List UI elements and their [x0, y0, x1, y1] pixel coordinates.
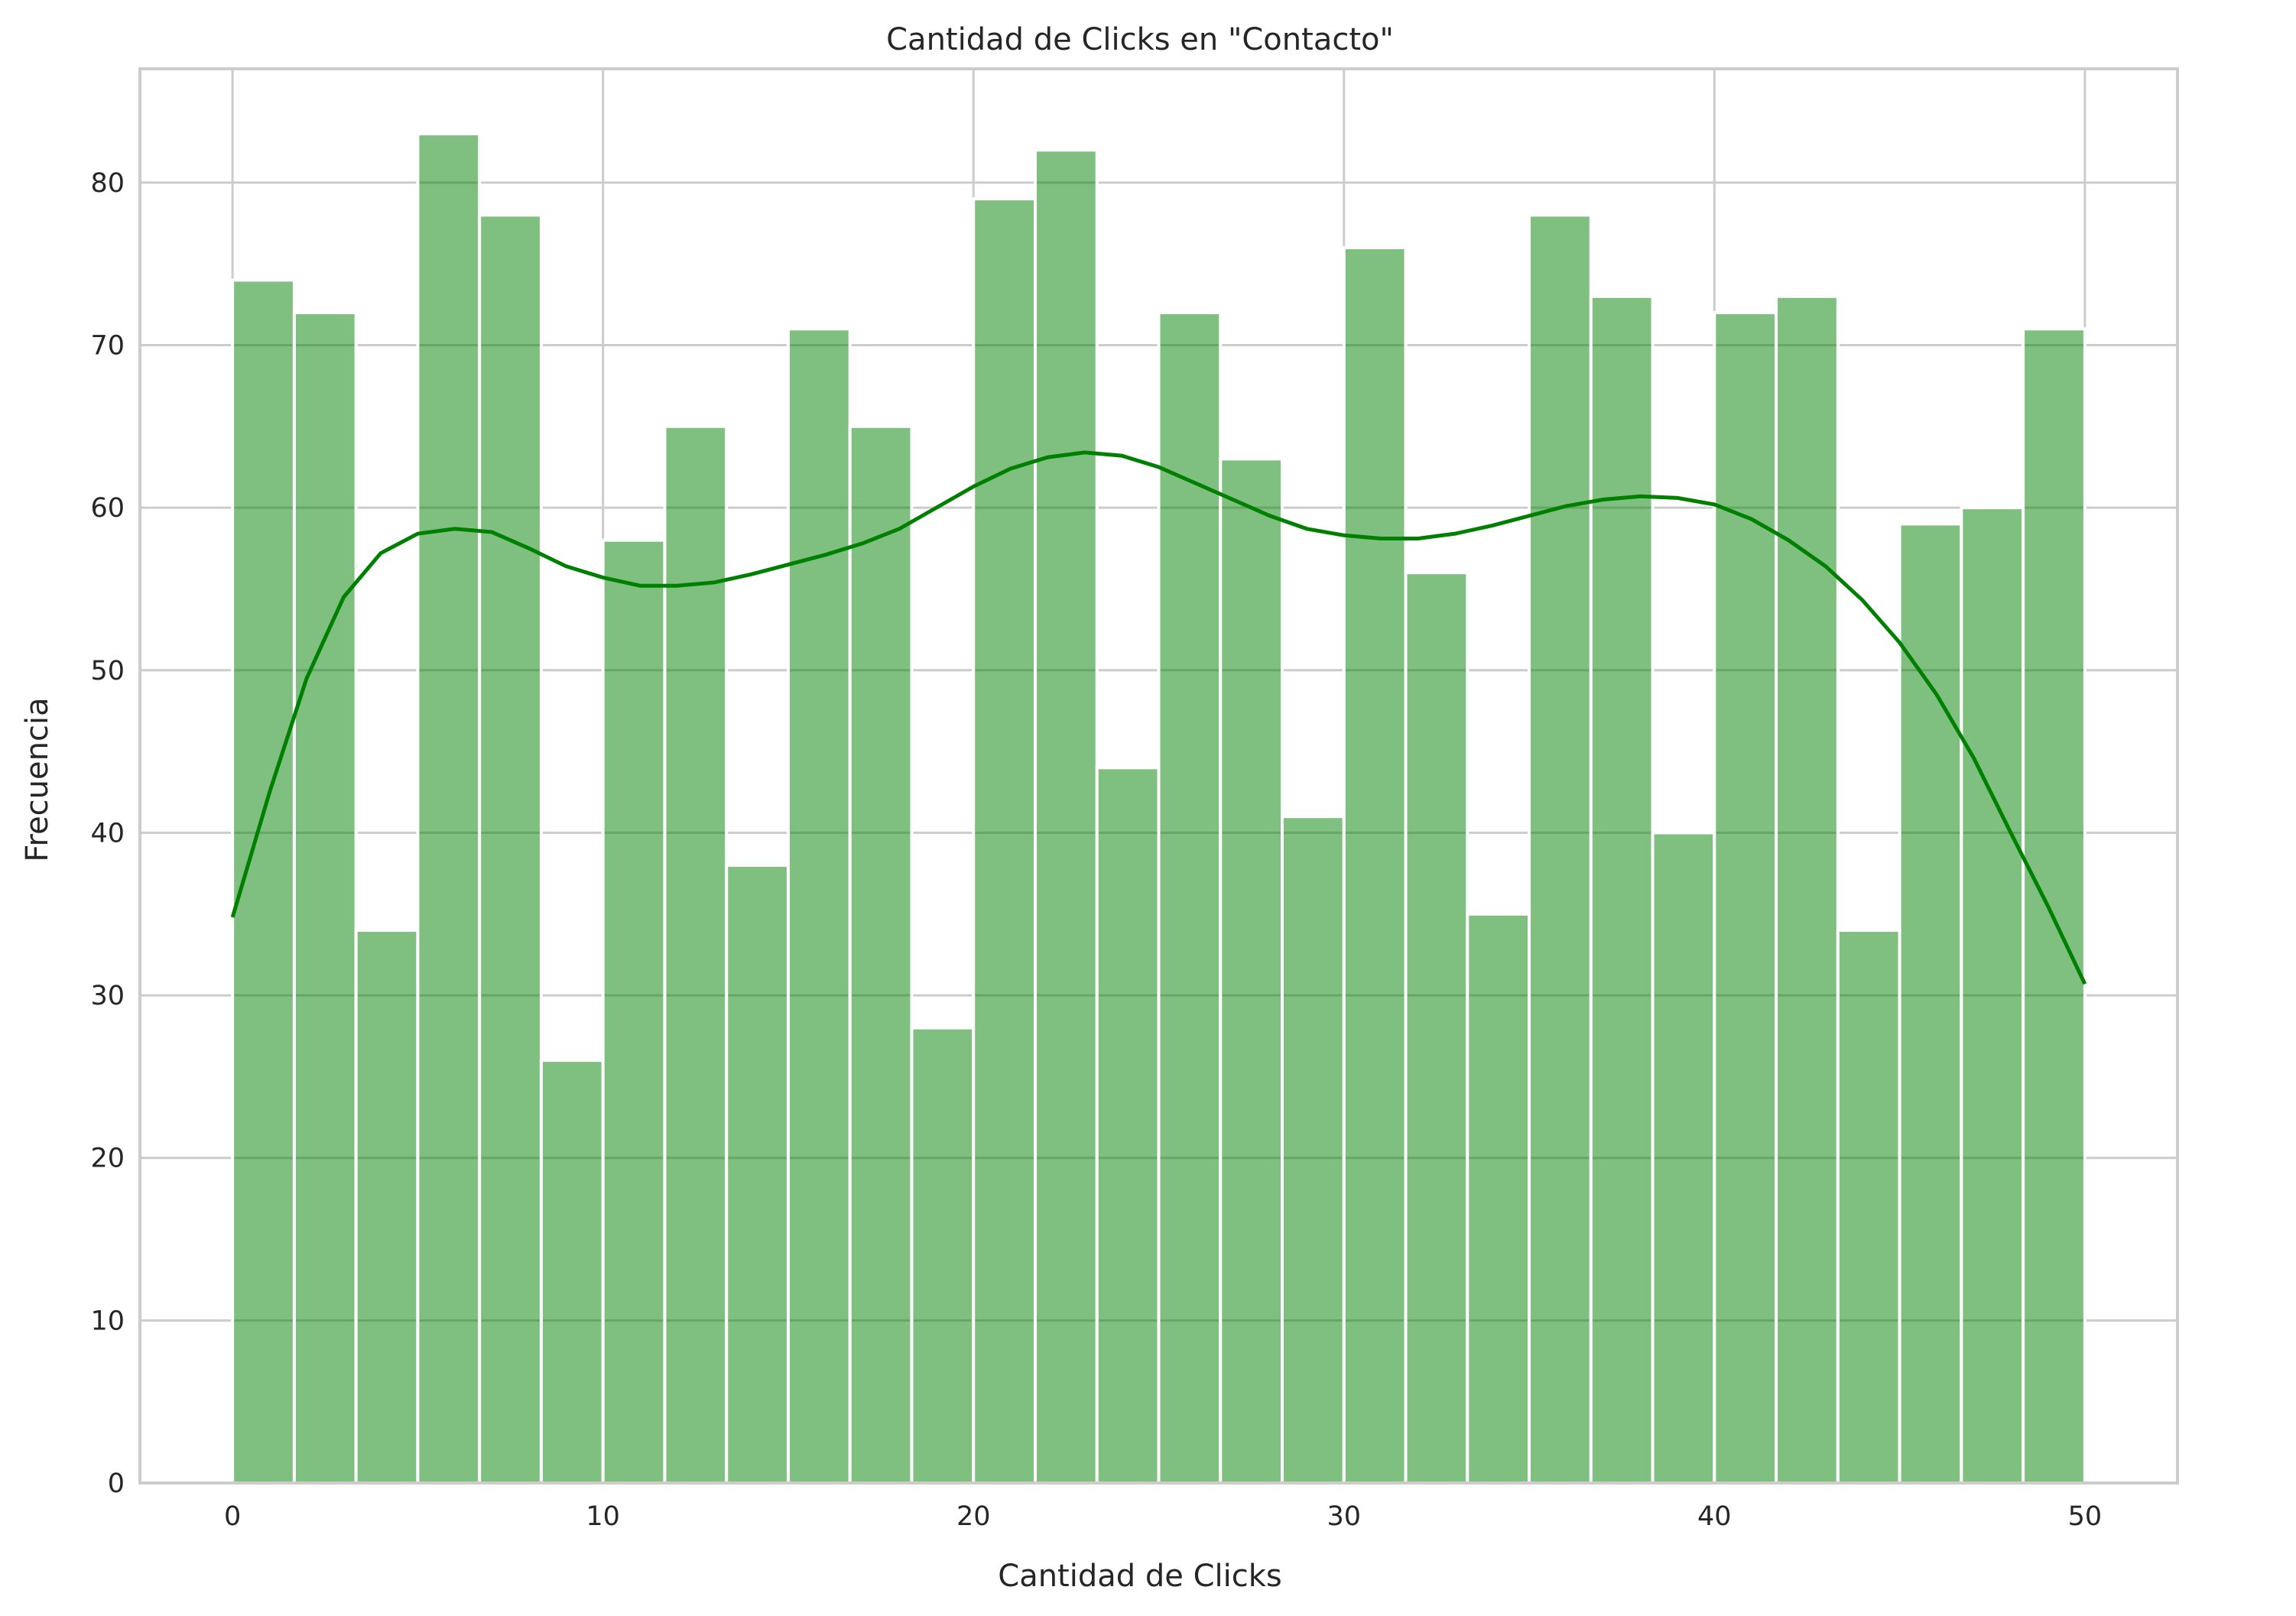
bar-22 [1589, 294, 1655, 1485]
bar-23 [1651, 831, 1716, 1485]
x-tick-labels: 0 10 20 30 40 50 [224, 1501, 2102, 1532]
bar-25 [1775, 294, 1840, 1485]
bar-15 [1157, 310, 1223, 1485]
bar-29 [2022, 327, 2087, 1485]
bar-17 [1281, 815, 1346, 1485]
y-tick-label-2: 20 [90, 1144, 125, 1174]
y-tick-label-5: 50 [90, 656, 125, 686]
x-tick-label-5: 50 [2068, 1501, 2103, 1532]
bar-10 [848, 424, 914, 1485]
bar-4 [478, 213, 543, 1485]
bar-6 [601, 538, 667, 1485]
bar-21 [1528, 213, 1593, 1485]
bar-24 [1713, 310, 1778, 1485]
bar-3 [416, 132, 482, 1485]
bar-26 [1836, 929, 1901, 1485]
bar-1 [292, 310, 358, 1485]
bar-28 [1960, 506, 2025, 1485]
y-tick-label-8: 80 [90, 168, 125, 199]
bar-27 [1898, 522, 1963, 1485]
x-tick-label-3: 30 [1327, 1501, 1361, 1532]
x-tick-label-4: 40 [1697, 1501, 1732, 1532]
bars [231, 132, 2087, 1485]
x-tick-label-0: 0 [224, 1501, 241, 1532]
y-axis-label: Frecuencia [20, 697, 55, 862]
y-tick-label-0: 0 [108, 1468, 125, 1499]
y-tick-label-1: 10 [90, 1306, 125, 1336]
y-tick-label-7: 70 [90, 330, 125, 361]
bar-5 [539, 1059, 605, 1485]
bar-8 [725, 863, 790, 1485]
bar-2 [354, 929, 420, 1485]
chart-title: Cantidad de Clicks en "Contacto" [886, 22, 1394, 57]
x-tick-label-1: 10 [586, 1501, 620, 1532]
bar-12 [972, 197, 1037, 1485]
y-tick-label-4: 40 [90, 818, 125, 849]
bar-19 [1404, 571, 1470, 1485]
bar-13 [1033, 148, 1099, 1485]
bar-18 [1342, 245, 1408, 1485]
y-tick-label-3: 30 [90, 981, 125, 1011]
y-tick-label-6: 60 [90, 493, 125, 524]
bar-14 [1095, 766, 1161, 1485]
bar-9 [786, 327, 852, 1485]
bar-16 [1219, 457, 1284, 1485]
y-tick-labels: 0 10 20 30 40 50 60 70 80 [90, 168, 125, 1499]
bar-20 [1466, 912, 1531, 1485]
plot-frame [138, 67, 2179, 1485]
bar-11 [910, 1026, 976, 1485]
x-axis-label: Cantidad de Clicks [998, 1559, 1281, 1594]
x-tick-label-2: 20 [956, 1501, 991, 1532]
kde-line [230, 450, 2087, 985]
